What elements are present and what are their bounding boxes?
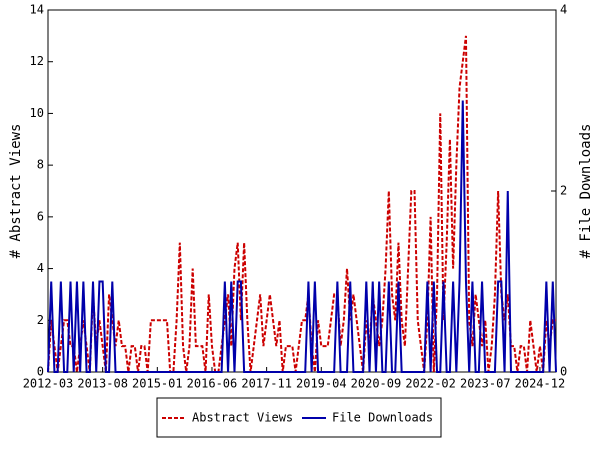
y-tick-label: 12 — [30, 54, 44, 68]
x-tick-label: 2012-03 — [23, 377, 74, 391]
y-tick-label: 6 — [37, 209, 44, 223]
legend — [156, 397, 442, 438]
x-tick-label: 2019-04 — [296, 377, 347, 391]
y2-tick-label: 2 — [560, 184, 567, 198]
y-tick-label: 2 — [37, 313, 44, 327]
x-tick-label: 2015-01 — [132, 377, 183, 391]
y-tick-label: 10 — [30, 106, 44, 120]
y-tick-label: 14 — [30, 3, 44, 17]
x-tick-label: 2024-12 — [515, 377, 566, 391]
x-tick-label: 2016-06 — [187, 377, 238, 391]
data-line — [47, 100, 557, 373]
x-tick-label: 2017-11 — [241, 377, 292, 391]
y-tick-label: 8 — [37, 158, 44, 172]
y-axis-title: # Abstract Views — [8, 124, 24, 259]
legend-label: Abstract Views — [192, 411, 293, 425]
y-tick-label: 4 — [37, 261, 44, 275]
legend-label: File Downloads — [332, 411, 433, 425]
y-tick-label: 0 — [37, 365, 44, 379]
x-tick-label: 2013-08 — [77, 377, 128, 391]
x-tick-label: 2023-07 — [460, 377, 511, 391]
y2-axis-title: # File Downloads — [578, 124, 594, 259]
y2-tick-label: 0 — [560, 365, 567, 379]
y2-tick-label: 4 — [560, 3, 567, 17]
x-tick-label: 2020-09 — [351, 377, 402, 391]
x-tick-label: 2022-02 — [405, 377, 456, 391]
